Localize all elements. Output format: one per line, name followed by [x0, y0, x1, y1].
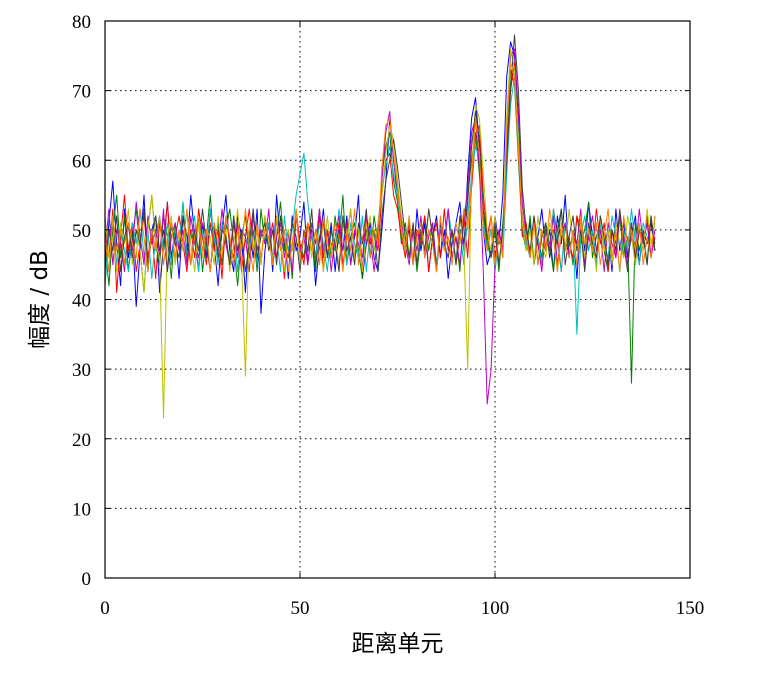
y-tick-label: 10 [72, 499, 91, 520]
x-tick-label: 150 [676, 598, 705, 619]
y-tick-label: 20 [72, 430, 91, 451]
series-line-8 [104, 62, 656, 273]
series-lines [104, 34, 656, 419]
x-tick-labels: 0 50 100 150 [100, 21, 704, 619]
y-tick-label: 80 [72, 12, 91, 33]
x-tick-label: 0 [100, 598, 110, 619]
y-tick-label: 70 [72, 82, 91, 103]
y-tick-label: 40 [72, 291, 91, 312]
series-line-1 [104, 41, 656, 314]
y-tick-labels: 0 10 20 30 40 50 60 70 80 [72, 12, 690, 590]
y-tick-label: 30 [72, 360, 91, 381]
y-axis-label: 幅度 / dB [27, 250, 53, 349]
y-tick-label: 60 [72, 151, 91, 172]
y-tick-label: 0 [82, 569, 92, 590]
x-tick-label: 100 [481, 598, 510, 619]
series-line-7 [104, 34, 656, 273]
x-tick-label: 50 [291, 598, 310, 619]
grid-lines [105, 21, 690, 578]
x-axis-label: 距离单元 [352, 631, 444, 657]
plot-frame [104, 20, 691, 579]
y-tick-label: 50 [72, 221, 91, 242]
